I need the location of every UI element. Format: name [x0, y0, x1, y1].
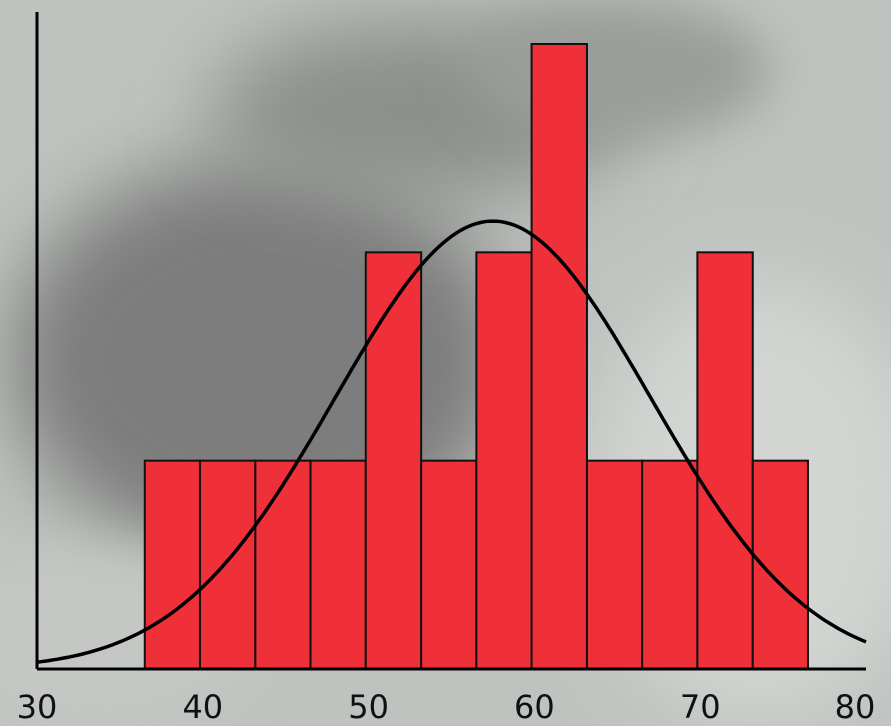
x-tick-label: 50: [348, 688, 389, 726]
histogram-bar: [420, 459, 478, 670]
histogram-bar: [585, 459, 644, 670]
histogram-bar: [198, 459, 257, 670]
histogram-bar: [475, 251, 533, 670]
x-tick-label: 70: [680, 688, 721, 726]
histogram-bar: [530, 43, 588, 670]
histogram-bar: [309, 459, 367, 670]
histogram-bar: [696, 251, 754, 670]
bars-group: [143, 43, 809, 670]
x-tick-label: 40: [182, 688, 223, 726]
x-tick-label: 80: [835, 688, 876, 726]
normal-curve: [36, 219, 867, 664]
x-tick-labels: 30 40 50 60 70 80: [17, 688, 876, 726]
histogram-bar: [254, 459, 312, 670]
x-tick-label: 60: [514, 688, 555, 726]
histogram-bar: [364, 251, 423, 670]
x-tick-label: 30: [17, 688, 58, 726]
histogram-bar: [143, 459, 201, 670]
histogram-bar: [641, 459, 699, 670]
